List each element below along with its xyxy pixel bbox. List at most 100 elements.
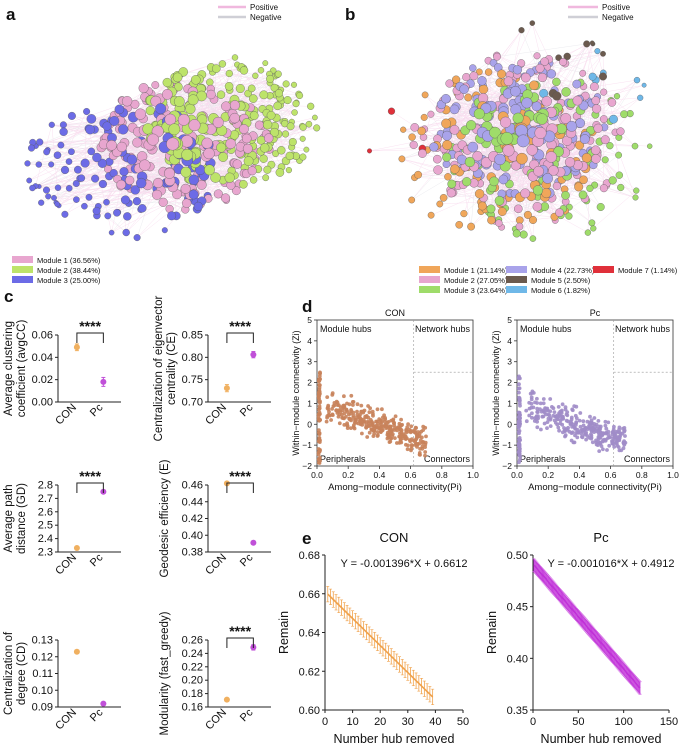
node-point <box>367 430 372 435</box>
y-axis-title: Remain <box>485 611 499 654</box>
network-node <box>73 196 80 203</box>
panel-c-metrics: 0.00 0.02 0.04 0.06 CON Pc **** Average cluster… <box>3 295 271 736</box>
node-point <box>535 419 539 424</box>
node-point <box>552 410 557 414</box>
node-point <box>517 386 522 391</box>
node-point <box>617 427 621 432</box>
network-node <box>57 141 65 149</box>
network-node <box>632 194 639 201</box>
node-point <box>338 408 342 413</box>
network-node <box>548 165 559 176</box>
network-node <box>591 96 601 105</box>
network-node <box>285 151 294 161</box>
robustness-plot-con: CON 0 10 20 30 40 50 0.60 0.62 0.64 0.66 0.68 Number… <box>277 530 469 746</box>
network-node <box>206 89 216 100</box>
network-node <box>65 158 73 165</box>
node-point <box>419 429 424 434</box>
network-node <box>132 137 143 148</box>
node-point <box>516 424 521 429</box>
node-point <box>589 436 594 441</box>
node-point <box>418 438 423 443</box>
node-point <box>615 440 619 444</box>
node-point <box>423 425 428 430</box>
node-point <box>318 399 322 404</box>
network-node <box>51 195 57 201</box>
panel-d-label: d <box>302 297 312 316</box>
node-point <box>418 447 422 451</box>
node-point <box>518 398 522 403</box>
y-tick-label: −2 <box>302 461 312 471</box>
node-point <box>570 425 574 429</box>
node-point <box>416 430 420 434</box>
network-node <box>542 173 553 184</box>
network-node <box>185 103 196 115</box>
network-node <box>446 188 456 198</box>
network-node <box>188 119 201 132</box>
node-point <box>535 406 540 411</box>
y-tick-label: 0.04 <box>32 352 53 364</box>
module-b4-label: Module 4 (22.73%) <box>531 266 595 275</box>
network-node <box>26 177 33 184</box>
network-node <box>442 152 452 162</box>
network-node <box>537 72 547 83</box>
network-a <box>24 54 321 242</box>
network-node <box>103 198 110 206</box>
node-point <box>535 425 540 430</box>
node-point <box>553 420 558 425</box>
node-point <box>548 424 553 428</box>
network-node <box>162 77 172 88</box>
network-node <box>218 60 227 68</box>
node-point <box>536 416 540 421</box>
y-tick-label: 0.26 <box>182 635 203 647</box>
network-node <box>162 89 173 100</box>
network-node <box>521 72 531 83</box>
network-node <box>552 91 562 101</box>
network-node <box>575 140 585 150</box>
x-tick-label: CON <box>203 552 229 578</box>
network-node <box>500 132 514 145</box>
node-point <box>590 421 594 425</box>
network-node <box>560 113 572 124</box>
network-node <box>433 165 443 175</box>
plot-title: CON <box>385 308 405 318</box>
node-point <box>362 408 367 413</box>
network-node <box>572 79 582 89</box>
network-node <box>263 165 272 174</box>
network-node <box>589 40 595 46</box>
y-tick-label: 2 <box>507 378 512 388</box>
network-node <box>521 97 533 109</box>
node-point <box>529 401 534 406</box>
network-node <box>97 158 107 168</box>
metric-plot-3: 0.38 0.40 0.42 0.44 0.46 CON Pc **** Geodesic ef… <box>159 459 271 578</box>
network-node <box>387 107 396 115</box>
y-tick-label: 0.42 <box>182 513 203 525</box>
network-node <box>118 124 129 135</box>
y-tick-label: 3 <box>507 357 512 367</box>
node-point <box>351 415 355 420</box>
node-point <box>567 429 572 434</box>
node-point <box>318 383 322 388</box>
data-point-pc <box>250 539 257 546</box>
network-node <box>601 156 609 164</box>
node-point <box>619 448 624 453</box>
network-node <box>77 174 86 182</box>
node-point <box>585 419 590 424</box>
network-node <box>196 180 207 190</box>
node-point <box>576 431 580 435</box>
network-node <box>67 111 76 120</box>
node-point <box>420 444 425 449</box>
node-point <box>601 431 606 435</box>
y-tick-label: −1 <box>302 440 312 450</box>
network-node <box>556 123 567 134</box>
network-node <box>459 84 469 94</box>
network-node <box>517 59 526 68</box>
mean-line <box>327 593 434 698</box>
network-node <box>593 123 603 133</box>
network-node <box>59 127 68 136</box>
network-node <box>442 140 453 150</box>
significance-bracket <box>226 637 254 648</box>
legend-negative-b: Negative <box>602 13 634 22</box>
node-point <box>612 424 616 429</box>
network-node <box>502 144 515 157</box>
y-tick-label: 0.00 <box>32 397 53 409</box>
